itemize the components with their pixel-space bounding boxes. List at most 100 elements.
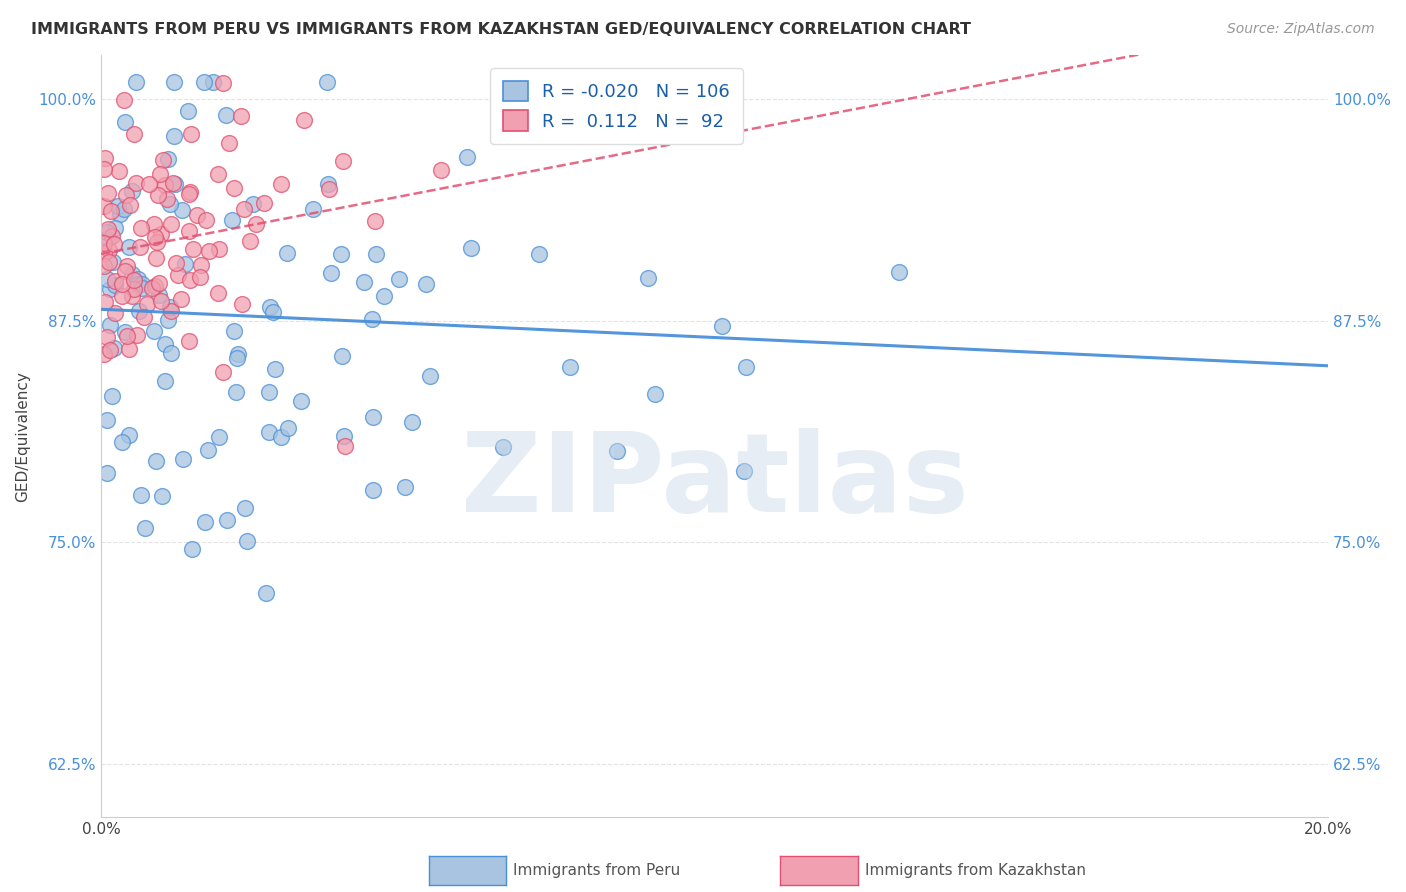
- Point: [264, 362, 287, 376]
- Point: [361, 483, 384, 497]
- Point: [460, 241, 482, 255]
- Point: [302, 202, 325, 216]
- Point: [644, 387, 666, 401]
- Point: [226, 351, 249, 366]
- Point: [180, 541, 202, 556]
- Point: [270, 430, 292, 444]
- Point: [111, 277, 134, 292]
- Point: [148, 287, 170, 301]
- Point: [125, 176, 148, 190]
- Point: [239, 234, 262, 248]
- Point: [292, 113, 315, 128]
- Point: [215, 513, 238, 527]
- Point: [153, 374, 176, 388]
- Point: [111, 289, 134, 303]
- Point: [637, 271, 659, 285]
- Point: [194, 213, 217, 227]
- Point: [735, 360, 758, 375]
- Text: Immigrants from Kazakhstan: Immigrants from Kazakhstan: [865, 863, 1085, 878]
- Point: [136, 296, 159, 310]
- Point: [233, 501, 256, 516]
- Point: [93, 200, 115, 214]
- Point: [162, 128, 184, 143]
- Point: [131, 281, 153, 295]
- Y-axis label: GED/Equivalency: GED/Equivalency: [15, 371, 30, 501]
- Point: [190, 258, 212, 272]
- Point: [156, 313, 179, 327]
- Point: [529, 247, 551, 261]
- Point: [93, 245, 115, 260]
- Point: [121, 184, 143, 198]
- Point: [141, 281, 163, 295]
- Point: [276, 245, 298, 260]
- Point: [114, 115, 136, 129]
- Point: [183, 242, 205, 256]
- Point: [114, 93, 136, 107]
- Point: [149, 294, 172, 309]
- Point: [125, 327, 148, 342]
- Point: [419, 369, 441, 384]
- Point: [146, 235, 169, 249]
- Point: [118, 240, 141, 254]
- Point: [231, 297, 253, 311]
- Point: [134, 521, 156, 535]
- Point: [108, 164, 131, 178]
- Point: [94, 152, 117, 166]
- Point: [104, 278, 127, 293]
- Point: [364, 247, 387, 261]
- Point: [188, 270, 211, 285]
- Point: [104, 306, 127, 320]
- Point: [115, 328, 138, 343]
- Point: [231, 109, 253, 123]
- Point: [118, 198, 141, 212]
- Point: [318, 182, 340, 196]
- Point: [361, 312, 384, 326]
- Point: [121, 268, 143, 282]
- Point: [96, 330, 118, 344]
- Point: [103, 341, 125, 355]
- Point: [207, 168, 229, 182]
- Point: [104, 220, 127, 235]
- Point: [122, 282, 145, 296]
- Point: [245, 217, 267, 231]
- Point: [316, 75, 339, 89]
- Point: [111, 435, 134, 450]
- Point: [150, 227, 173, 241]
- Point: [172, 203, 194, 218]
- Point: [145, 454, 167, 468]
- Point: [122, 273, 145, 287]
- Point: [122, 128, 145, 142]
- Point: [174, 257, 197, 271]
- Point: [259, 300, 281, 314]
- Point: [177, 187, 200, 202]
- Point: [121, 289, 143, 303]
- Point: [143, 324, 166, 338]
- Point: [115, 259, 138, 273]
- Point: [112, 202, 135, 217]
- Point: [232, 202, 254, 216]
- Point: [153, 336, 176, 351]
- Point: [363, 410, 385, 425]
- Point: [124, 75, 146, 89]
- Point: [290, 394, 312, 409]
- Point: [733, 465, 755, 479]
- Point: [180, 127, 202, 141]
- Point: [221, 212, 243, 227]
- Point: [456, 150, 478, 164]
- Point: [142, 217, 165, 231]
- Point: [93, 295, 115, 310]
- Point: [179, 273, 201, 287]
- Point: [172, 452, 194, 467]
- Point: [128, 304, 150, 318]
- Point: [177, 334, 200, 348]
- Point: [531, 75, 554, 89]
- Point: [353, 275, 375, 289]
- Point: [157, 152, 180, 166]
- Point: [319, 266, 342, 280]
- Legend: R = -0.020   N = 106, R =  0.112   N =  92: R = -0.020 N = 106, R = 0.112 N = 92: [491, 68, 742, 144]
- Point: [388, 272, 411, 286]
- Point: [225, 385, 247, 400]
- Point: [176, 104, 198, 119]
- Point: [93, 347, 115, 361]
- Point: [143, 279, 166, 293]
